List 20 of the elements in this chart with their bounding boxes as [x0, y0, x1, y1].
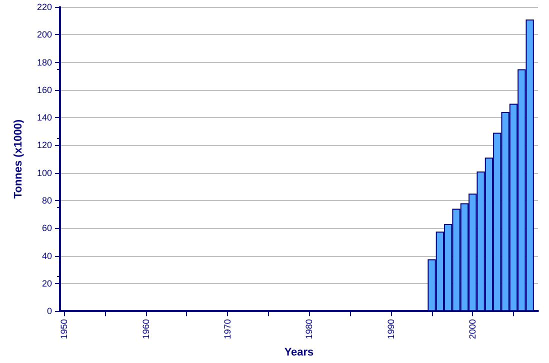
y-tick-label: 120: [36, 140, 52, 150]
y-tick-label: 80: [42, 196, 52, 206]
x-axis-title: Years: [284, 346, 314, 358]
x-tick-label: 1950: [59, 319, 70, 340]
y-tick-label: 220: [36, 2, 52, 12]
y-tick-label: 60: [42, 223, 52, 234]
y-tick-label: 160: [36, 84, 52, 95]
y-axis-title: Tonnes (x1000): [12, 119, 24, 199]
y-tick-label: 20: [42, 278, 52, 288]
y-tick-label: 100: [36, 168, 52, 178]
y-tick-label: 0: [46, 306, 52, 316]
x-tick-label: 2000: [468, 319, 478, 340]
y-tick-label: 200: [36, 30, 52, 40]
y-tick-label: 40: [42, 250, 52, 261]
y-tick-label: 180: [36, 57, 52, 68]
y-tick-label: 140: [36, 112, 52, 123]
x-tick-label: 1990: [386, 319, 396, 340]
x-tick-label: 1970: [222, 319, 233, 340]
x-tick-label: 1980: [304, 319, 314, 340]
x-tick-label: 1960: [140, 319, 151, 340]
